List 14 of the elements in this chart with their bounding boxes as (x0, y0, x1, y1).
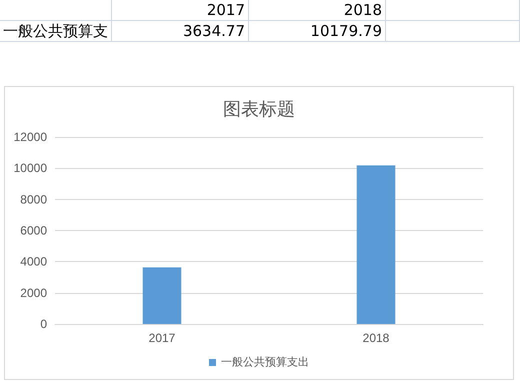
category-label: 2017 (206, 1, 245, 19)
y-tick-label: 8000 (20, 192, 48, 206)
y-tick-label: 12000 (14, 130, 48, 144)
data-label: 10179.79 (248, 20, 386, 42)
y-tick-label: 0 (40, 317, 48, 331)
y-tick-label: 6000 (20, 224, 48, 238)
chart-title: 图表标题 (223, 99, 295, 119)
y-tick-label: 2000 (20, 286, 48, 300)
y-tick-label: 4000 (20, 254, 48, 269)
category-label: 2018 (344, 1, 382, 19)
data-label: 3634.77 (112, 20, 248, 42)
legend-label: 一般公共预算支出 (221, 356, 309, 368)
text: 一般公共预算支 (0, 20, 112, 42)
y-tick-label: 10000 (14, 161, 48, 176)
